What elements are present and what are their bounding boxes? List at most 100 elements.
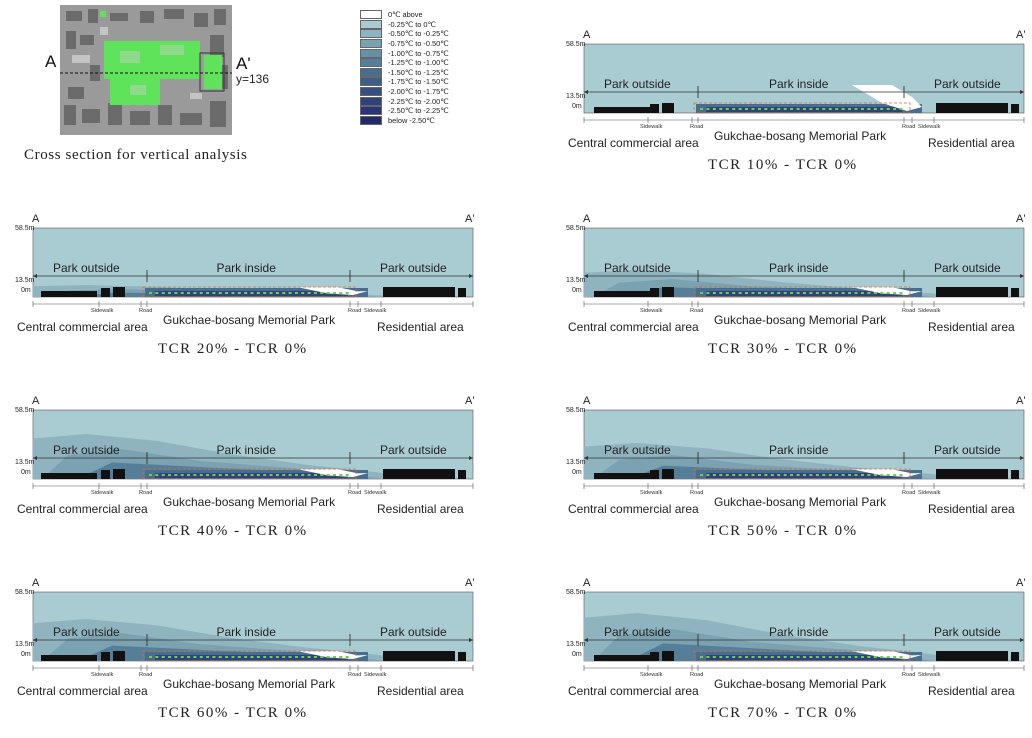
tree-mark [700, 108, 703, 110]
tree-mark [149, 656, 152, 658]
section-label-a-prime: A' [1016, 29, 1026, 41]
tree-mark [193, 656, 197, 658]
zone-park-inside: Park inside [216, 443, 276, 457]
tree-mark [187, 474, 191, 476]
tree-mark [880, 292, 884, 294]
tree-mark [168, 292, 172, 294]
tree-mark [751, 108, 755, 110]
tree-mark [149, 474, 152, 476]
legend-label: -1.50℃ to -1.25℃ [388, 67, 449, 77]
zone-arrow-right [1020, 456, 1024, 460]
y-axis-top: 58.5m [566, 225, 586, 232]
tree-mark [732, 292, 736, 294]
zone-arrow-left [584, 274, 588, 278]
y-axis-mid: 13.5m [15, 459, 35, 466]
y-axis-zero: 0m [21, 469, 31, 476]
legend-swatch [360, 29, 382, 39]
tree-mark [313, 656, 317, 658]
zone-park-inside: Park inside [769, 443, 829, 457]
y-axis-top: 58.5m [566, 589, 586, 596]
tree-mark [796, 656, 800, 658]
tree-mark [339, 474, 343, 476]
legend-item: -0.75℃ to -0.50℃ [360, 39, 520, 49]
legend-swatch [360, 19, 382, 29]
sidewalk-label-left: Sidewalk [91, 308, 114, 314]
tree-mark [269, 656, 273, 658]
panel-title: TCR 30% - TCR 0% [708, 341, 858, 357]
tree-mark [199, 656, 203, 658]
tree-mark [345, 656, 349, 658]
tree-mark [757, 474, 761, 476]
section-panel: A A' 58.5m 13.5m 0m Park outside Park in… [15, 214, 513, 374]
building-block [101, 470, 110, 479]
tree-mark [770, 656, 774, 658]
legend-item: -0.25℃ to 0℃ [360, 19, 520, 30]
tree-mark [275, 656, 279, 658]
building-block [41, 291, 97, 297]
tree-mark [790, 292, 794, 294]
tree-mark [206, 656, 210, 658]
map-label-a-prime: A' [236, 54, 251, 73]
tree-mark [288, 292, 292, 294]
section-label-a-prime: A' [1016, 213, 1026, 225]
tree-mark [725, 656, 729, 658]
site-map [60, 5, 232, 135]
tree-mark [174, 656, 178, 658]
tree-mark [867, 292, 871, 294]
section-chart [583, 409, 1025, 489]
tree-mark [263, 292, 267, 294]
legend-swatch [360, 87, 382, 97]
zone-park-inside: Park inside [216, 261, 276, 275]
y-axis-mid: 13.5m [15, 641, 35, 648]
legend-label: -0.50℃ to -0.25℃ [388, 29, 449, 39]
building-block [1011, 470, 1019, 479]
temperature-legend: 0℃ above -0.25℃ to 0℃ -0.50℃ to -0.25℃ -0.7… [360, 10, 520, 125]
tree-mark [307, 292, 311, 294]
tree-mark [770, 292, 774, 294]
section-label-a: A [583, 213, 591, 225]
sidewalk-label-left: Sidewalk [640, 308, 663, 314]
legend-swatch [360, 115, 382, 125]
tree-mark [757, 292, 761, 294]
tree-mark [326, 292, 330, 294]
tree-mark [738, 108, 742, 110]
warm-zone [298, 287, 368, 295]
sidewalk-label-left: Sidewalk [91, 672, 114, 678]
tree-mark [854, 108, 858, 110]
tree-mark [180, 474, 184, 476]
legend-swatch [360, 96, 382, 106]
park-name-label: Gukchae-bosang Memorial Park [714, 129, 887, 143]
legend-label: below -2.50℃ [388, 115, 435, 125]
zone-arrow-left [33, 456, 37, 460]
tree-mark [777, 108, 781, 110]
sidewalk-label-left: Sidewalk [640, 672, 663, 678]
legend-swatch [360, 106, 382, 116]
tree-mark [174, 292, 178, 294]
tree-mark [854, 292, 858, 294]
legend-label: -2.50℃ to -2.25℃ [388, 106, 449, 116]
tree-mark [212, 292, 216, 294]
y-axis-mid: 13.5m [566, 277, 586, 284]
map-y-label: y=136 [236, 72, 270, 86]
y-axis-zero: 0m [21, 287, 31, 294]
tree-mark [822, 108, 826, 110]
tree-mark [815, 656, 819, 658]
building-block [458, 288, 466, 297]
section-label-a-prime: A' [465, 395, 475, 407]
tree-mark [269, 292, 273, 294]
tree-mark [256, 656, 260, 658]
building-block [594, 107, 650, 113]
tree-mark [225, 292, 229, 294]
tree-mark [751, 656, 755, 658]
section-panel: A A' 58.5m 13.5m 0m Park outside Park in… [15, 578, 513, 738]
building-block [383, 651, 455, 661]
tree-mark [256, 292, 260, 294]
tree-mark [828, 474, 832, 476]
tree-mark [828, 292, 832, 294]
tree-mark [199, 292, 203, 294]
tree-mark [893, 474, 897, 476]
legend-item: -1.75℃ to -1.50℃ [360, 77, 520, 87]
sidewalk-label-right: Sidewalk [918, 124, 941, 130]
tree-mark [809, 292, 813, 294]
tree-mark [320, 292, 324, 294]
